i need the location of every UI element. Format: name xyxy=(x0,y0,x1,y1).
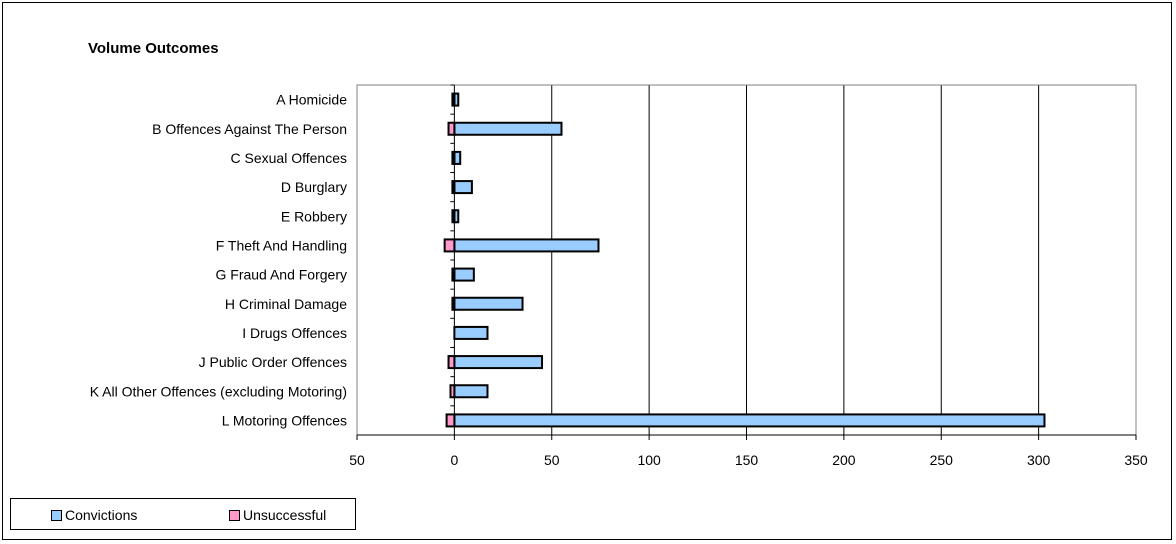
x-tick-label: 250 xyxy=(930,452,954,468)
x-tick-label: 100 xyxy=(637,452,661,468)
bar-convictions-f-theft-and-handling xyxy=(453,238,600,253)
category-label: K All Other Offences (excluding Motoring… xyxy=(90,383,347,399)
category-label: D Burglary xyxy=(281,179,347,195)
x-tick-label: 350 xyxy=(1124,452,1148,468)
bar-unsuccessful-j-public-order-offences xyxy=(447,355,456,370)
category-label: A Homicide xyxy=(276,92,347,108)
category-label: I Drugs Offences xyxy=(242,325,347,341)
chart-title: Volume Outcomes xyxy=(88,40,219,57)
x-tick-label: 200 xyxy=(832,452,856,468)
bar-convictions-d-burglary xyxy=(453,180,473,195)
x-tick-label: 0 xyxy=(450,452,458,468)
bar-convictions-k-all-other-offences-excluding-motoring xyxy=(453,384,489,399)
x-tick-label: 150 xyxy=(735,452,759,468)
category-label: L Motoring Offences xyxy=(222,412,347,428)
x-tick-label: 50 xyxy=(349,452,365,468)
bar-convictions-l-motoring-offences xyxy=(453,413,1046,428)
legend-swatch-convictions xyxy=(51,509,62,521)
category-label: G Fraud And Forgery xyxy=(215,267,347,283)
x-tick-label: 50 xyxy=(544,452,560,468)
bar-unsuccessful-f-theft-and-handling xyxy=(443,238,456,253)
legend-item-unsuccessful: Unsuccessful xyxy=(229,507,326,523)
legend: Convictions Unsuccessful xyxy=(10,498,356,530)
category-label: J Public Order Offences xyxy=(199,354,347,370)
bar-convictions-h-criminal-damage xyxy=(453,296,524,311)
bar-unsuccessful-b-offences-against-the-person xyxy=(447,121,456,136)
bar-convictions-g-fraud-and-forgery xyxy=(453,267,475,282)
bar-unsuccessful-k-all-other-offences-excluding-motoring xyxy=(449,384,456,399)
legend-item-convictions: Convictions xyxy=(51,507,137,523)
category-label: F Theft And Handling xyxy=(216,237,347,253)
category-label: B Offences Against The Person xyxy=(152,121,347,137)
legend-label-unsuccessful: Unsuccessful xyxy=(243,507,327,523)
bar-convictions-j-public-order-offences xyxy=(453,355,544,370)
category-label: E Robbery xyxy=(281,208,347,224)
x-tick-label: 300 xyxy=(1027,452,1051,468)
legend-swatch-unsuccessful xyxy=(229,509,240,521)
legend-label-convictions: Convictions xyxy=(65,507,138,523)
bar-convictions-b-offences-against-the-person xyxy=(453,121,563,136)
category-label: H Criminal Damage xyxy=(225,296,347,312)
bar-convictions-i-drugs-offences xyxy=(453,325,489,340)
bar-unsuccessful-l-motoring-offences xyxy=(445,413,456,428)
category-label: C Sexual Offences xyxy=(231,150,347,166)
